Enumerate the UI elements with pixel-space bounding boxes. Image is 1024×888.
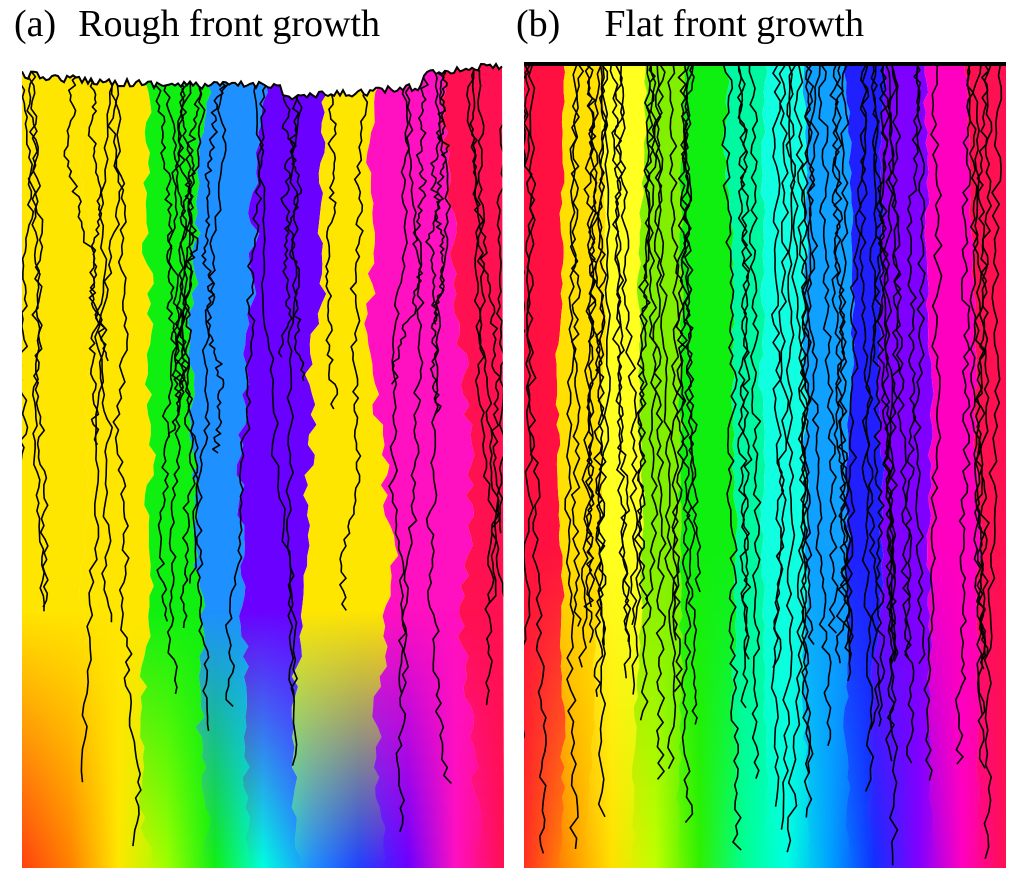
grain-boundary-line [617, 63, 639, 626]
grain-boundary-line [278, 69, 300, 358]
panel-a-title: (a) Rough front growth [14, 0, 380, 52]
grain-boundary-line [593, 63, 608, 697]
grain-boundary-line [195, 69, 230, 732]
panel-a-growth-front [22, 62, 503, 101]
grain-boundary-line [680, 63, 696, 824]
grain-boundary-line [578, 63, 603, 668]
grain-boundary-line [861, 63, 879, 792]
grain-boundary-line [904, 63, 922, 658]
panel-b-growth-front [524, 62, 1006, 66]
panel-b-flat-front-simulation [524, 62, 1006, 868]
panel-b-letter: (b) [516, 3, 561, 45]
grain-boundary-line [388, 69, 410, 833]
grain-boundary-line [425, 70, 446, 415]
panel-a-title-text: Rough front growth [78, 3, 381, 45]
grain-boundary-line [253, 70, 298, 766]
grain-boundary-line [225, 69, 269, 707]
grain-boundary-line [785, 63, 812, 775]
panel-a-image [22, 62, 504, 868]
grain-boundary-line [80, 69, 116, 783]
grain-boundary-line [884, 63, 915, 764]
grain-boundary-line [150, 69, 181, 386]
grain-boundary-line [466, 69, 504, 601]
grain-boundary-line [780, 63, 797, 830]
panel-a-letter: (a) [14, 3, 57, 45]
panel-b-title: (b) Flat front growth [516, 0, 864, 52]
panel-b-image [524, 62, 1006, 868]
grain-boundary-line [433, 70, 450, 325]
grain-boundary-line [983, 63, 1003, 859]
panel-b-bottom-color-gradient [524, 62, 1006, 868]
grain-boundary-line [912, 63, 926, 665]
grain-boundary-line [569, 63, 585, 627]
grain-boundary-line [474, 69, 500, 605]
grain-boundary-line [631, 63, 651, 695]
grain-boundary-line [398, 69, 425, 694]
grain-boundary-line [667, 63, 680, 641]
grain-boundary-line [28, 69, 46, 612]
grain-boundary-line [325, 69, 339, 410]
grain-boundary-line [966, 63, 987, 717]
grain-boundary-line [680, 63, 702, 593]
grain-boundary-line [390, 69, 429, 385]
grain-boundary-line [954, 63, 975, 765]
grain-boundary-line [636, 63, 656, 610]
grain-boundary-line [885, 63, 902, 762]
grain-boundary-line [201, 69, 227, 454]
grain-boundary-line [818, 63, 839, 634]
grain-boundary-line [425, 69, 452, 784]
grain-boundary-line [671, 63, 692, 693]
grain-boundary-line [831, 63, 850, 664]
grain-boundary-line [803, 63, 832, 746]
grain-boundary-line [612, 63, 632, 679]
grain-boundary-line [524, 63, 547, 854]
grain-boundary-line [748, 63, 762, 779]
grain-boundary-line [870, 63, 897, 665]
grain-boundary-line [107, 69, 142, 847]
grain-boundary-line [838, 63, 854, 660]
grain-boundary-line [339, 69, 369, 611]
grain-boundary-line [675, 63, 698, 725]
panel-a-rough-front-simulation [22, 62, 504, 868]
grain-boundary-line [595, 63, 611, 818]
grain-boundary-line [858, 63, 881, 730]
grain-boundary-line [594, 63, 609, 646]
grain-boundary-line [26, 69, 49, 608]
panel-b-title-text: Flat front growth [604, 3, 864, 45]
grain-boundary-line [653, 63, 677, 770]
grain-boundary-line [879, 63, 899, 662]
grain-boundary-line [799, 63, 815, 645]
grain-boundary-line [721, 63, 742, 851]
grain-boundary-line [639, 63, 659, 721]
grain-boundary-line [829, 63, 852, 655]
grain-boundary-line [972, 63, 986, 769]
panel-b-grain-boundaries [524, 63, 1003, 866]
grain-boundary-line [167, 69, 204, 438]
grain-boundary-line [564, 63, 580, 849]
grain-boundary-line [737, 63, 753, 660]
grain-boundary-line [923, 63, 943, 781]
grain-boundary-line [285, 69, 303, 698]
grain-boundary-line [770, 63, 790, 807]
grain-boundary-line [845, 63, 869, 682]
grain-boundary-line [872, 63, 889, 727]
grain-boundary-line [469, 69, 502, 534]
panel-a-grain-boundaries [22, 69, 504, 847]
